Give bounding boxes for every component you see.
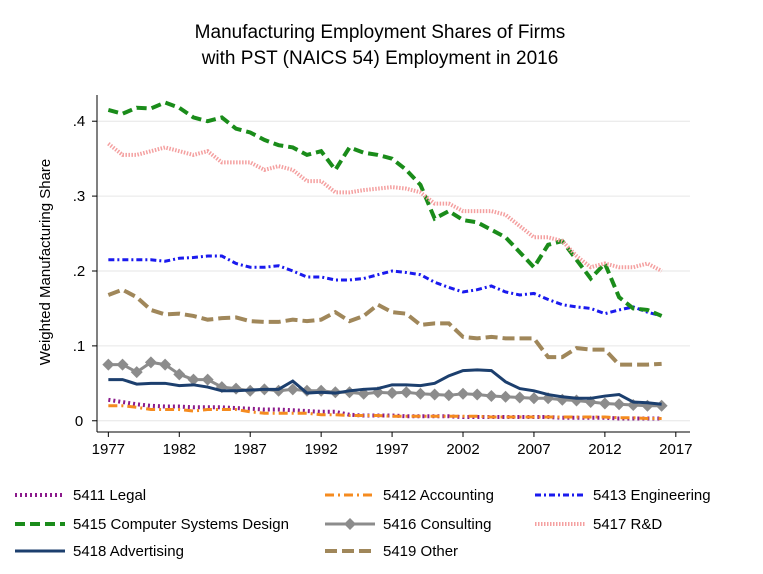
marker bbox=[527, 392, 540, 405]
series-line bbox=[107, 287, 662, 367]
legend-label: 5411 Legal bbox=[73, 487, 146, 504]
marker bbox=[201, 373, 214, 386]
marker bbox=[471, 388, 484, 401]
marker bbox=[485, 390, 498, 403]
legend-label: 5412 Accounting bbox=[383, 487, 494, 504]
marker bbox=[286, 383, 299, 396]
legend-label: 5417 R&D bbox=[593, 516, 662, 533]
chart-title: with PST (NAICS 54) Employment in 2016 bbox=[201, 48, 559, 69]
series-line bbox=[108, 360, 662, 408]
marker bbox=[144, 356, 157, 369]
series-line bbox=[107, 142, 663, 273]
x-tick-label: 1992 bbox=[304, 441, 337, 458]
chart-title: Manufacturing Employment Shares of Firms bbox=[195, 22, 566, 43]
legend-label: 5416 Consulting bbox=[383, 516, 491, 533]
marker bbox=[173, 368, 186, 381]
marker bbox=[414, 387, 427, 400]
marker bbox=[187, 373, 200, 386]
marker bbox=[130, 366, 143, 379]
x-tick-label: 1987 bbox=[234, 441, 267, 458]
y-tick-label: 0 bbox=[75, 413, 83, 430]
y-tick-label: .2 bbox=[73, 263, 86, 280]
marker bbox=[442, 389, 455, 402]
legend-label: 5413 Engineering bbox=[593, 487, 711, 504]
y-tick-label: .3 bbox=[73, 188, 86, 205]
x-tick-label: 1982 bbox=[163, 441, 196, 458]
y-tick-label: .4 bbox=[73, 113, 86, 130]
series-line bbox=[108, 254, 663, 318]
marker bbox=[513, 391, 526, 404]
legend-label: 5419 Other bbox=[383, 543, 458, 560]
legend-label: 5415 Computer Systems Design bbox=[73, 516, 289, 533]
series-line bbox=[108, 368, 662, 406]
marker bbox=[400, 386, 413, 399]
marker bbox=[386, 387, 399, 400]
x-tick-label: 1997 bbox=[375, 441, 408, 458]
x-tick-label: 2017 bbox=[659, 441, 692, 458]
y-tick-label: .1 bbox=[73, 338, 86, 355]
y-axis-label: Weighted Manufacturing Share bbox=[37, 159, 54, 366]
marker bbox=[428, 388, 441, 401]
marker bbox=[598, 397, 611, 410]
marker bbox=[159, 358, 172, 371]
marker bbox=[344, 518, 356, 530]
marker bbox=[102, 358, 115, 371]
x-tick-label: 1977 bbox=[92, 441, 125, 458]
marker bbox=[457, 387, 470, 400]
x-tick-label: 2007 bbox=[517, 441, 550, 458]
marker bbox=[116, 358, 129, 371]
series-line bbox=[108, 404, 662, 421]
marker bbox=[613, 398, 626, 411]
x-tick-label: 2012 bbox=[588, 441, 621, 458]
legend-label: 5418 Advertising bbox=[73, 543, 184, 560]
marker bbox=[499, 390, 512, 403]
x-tick-label: 2002 bbox=[446, 441, 479, 458]
